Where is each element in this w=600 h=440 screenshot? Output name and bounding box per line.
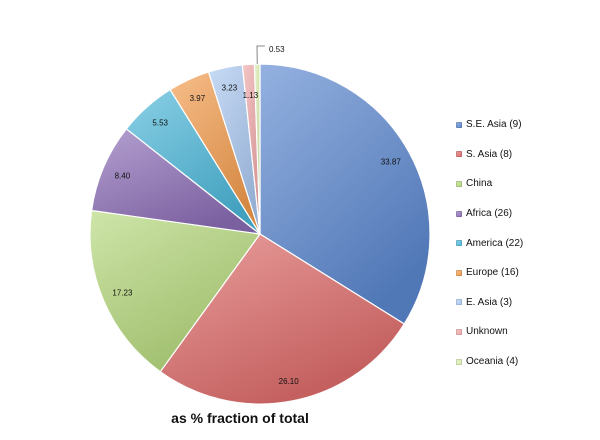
legend-swatch	[456, 240, 462, 247]
slice-value-label: 5.53	[152, 119, 168, 128]
legend-item: S. Asia (8)	[456, 140, 523, 170]
pie-slice	[253, 63, 261, 235]
legend-swatch	[456, 151, 462, 158]
legend-swatch	[456, 328, 462, 335]
pie-slice	[89, 209, 262, 373]
pie-slice	[90, 128, 263, 235]
pie-slice	[159, 233, 406, 405]
legend-item: Europe (16)	[456, 258, 523, 288]
slice-value-label: 3.97	[190, 94, 206, 103]
chart-title: as % fraction of total	[171, 410, 309, 426]
slice-value-label: 33.87	[381, 157, 402, 166]
legend-item: China	[456, 169, 523, 199]
legend: S.E. Asia (9) S. Asia (8) China Africa (26)…	[456, 110, 523, 376]
slice-value-label: 17.23	[112, 289, 133, 298]
legend-swatch	[456, 269, 462, 276]
legend-swatch	[456, 299, 462, 306]
legend-label: E. Asia (3)	[466, 296, 513, 308]
slice-value-label: 8.40	[115, 171, 131, 180]
legend-item: S.E. Asia (9)	[456, 110, 523, 140]
legend-item: America (22)	[456, 228, 523, 258]
slice-value-label: 26.10	[279, 377, 300, 386]
legend-swatch	[456, 180, 462, 187]
legend-label: Africa (26)	[466, 208, 513, 220]
legend-item: Africa (26)	[456, 199, 523, 229]
legend-swatch	[456, 121, 462, 128]
legend-swatch	[456, 358, 462, 365]
pie-slice	[259, 63, 431, 325]
legend-label: America (22)	[466, 237, 524, 249]
slice-value-label: 0.53	[269, 45, 285, 54]
legend-swatch	[456, 210, 462, 217]
legend-label: S. Asia (8)	[466, 148, 513, 160]
slice-value-label: 1.13	[243, 91, 259, 100]
legend-label: S.E. Asia (9)	[466, 119, 522, 131]
legend-item: Unknown	[456, 317, 523, 347]
legend-item: Oceania (4)	[456, 347, 523, 377]
legend-item: E. Asia (3)	[456, 288, 523, 318]
legend-label: China	[466, 178, 493, 190]
legend-label: Oceania (4)	[466, 356, 519, 368]
slice-value-label: 3.23	[222, 84, 238, 93]
legend-label: Unknown	[466, 326, 508, 338]
legend-label: Europe (16)	[466, 267, 519, 279]
leader-line	[256, 45, 265, 65]
